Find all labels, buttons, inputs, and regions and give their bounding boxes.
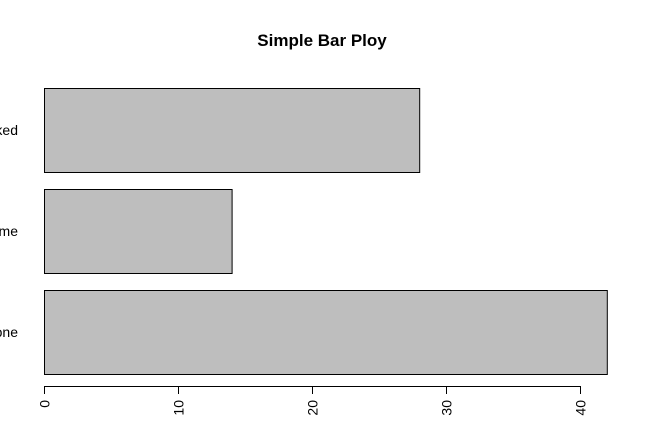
x-tick-label: 0: [37, 400, 53, 408]
x-axis: 0 10 20 30 40: [37, 386, 589, 416]
x-tick-label: 20: [305, 400, 321, 416]
chart-title: Simple Bar Ploy: [257, 31, 387, 50]
category-label: Marked: [0, 122, 18, 138]
category-labels: None Some Marked: [0, 122, 18, 340]
x-tick-label: 30: [439, 400, 455, 416]
x-tick-label: 40: [573, 400, 589, 416]
bar-some: [44, 189, 233, 274]
bars: [44, 88, 608, 375]
category-label: Some: [0, 223, 18, 239]
bar-none: [44, 290, 608, 375]
x-tick-label: 10: [171, 400, 187, 416]
category-label: None: [0, 324, 18, 340]
bar-marked: [44, 88, 421, 173]
